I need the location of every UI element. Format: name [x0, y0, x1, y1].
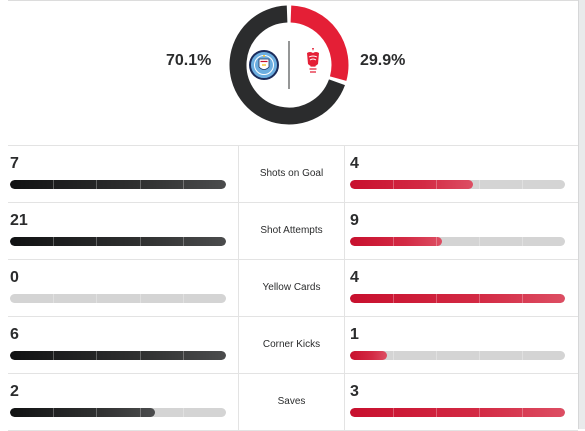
stat-row: 0 Yellow Cards 4 [8, 259, 578, 316]
bar-segment-divider [182, 237, 184, 246]
home-stat-value: 7 [10, 155, 19, 172]
bar-segment-divider [53, 180, 55, 189]
away-stat-value: 4 [350, 155, 359, 172]
bar-segment-divider [139, 180, 141, 189]
away-stat-value: 4 [350, 269, 359, 286]
home-stat-bar-fill [10, 237, 226, 246]
stat-label-text: Shot Attempts [260, 225, 323, 236]
stat-row: 6 Corner Kicks 1 [8, 316, 578, 373]
home-stat-bar [10, 180, 226, 189]
stat-label: Yellow Cards [238, 259, 345, 316]
home-stat-bar [10, 294, 226, 303]
bar-segment-divider [139, 351, 141, 360]
bar-segment-divider [479, 408, 480, 417]
scrollbar-track[interactable] [579, 0, 585, 429]
bar-segment-divider [522, 294, 523, 303]
bar-segment-divider [182, 294, 184, 303]
bar-segment-divider [96, 351, 98, 360]
away-stat-value: 9 [350, 212, 359, 229]
bar-segment-divider [393, 180, 394, 189]
bar-segment-divider [53, 294, 55, 303]
manchester-city-crest-icon [249, 50, 279, 80]
bar-segment-divider [393, 408, 394, 417]
away-stat-bar-fill [350, 294, 565, 303]
possession-donut-chart [229, 5, 349, 125]
bar-segment-divider [96, 237, 98, 246]
bar-segment-divider [436, 294, 437, 303]
bar-segment-divider [479, 237, 480, 246]
home-possession-value: 70.1% [166, 52, 212, 69]
away-possession-arc [290, 5, 349, 81]
bar-segment-divider [436, 237, 437, 246]
bar-segment-divider [96, 180, 98, 189]
bar-segment-divider [139, 408, 141, 417]
bar-segment-divider [182, 351, 184, 360]
bar-segment-divider [96, 294, 98, 303]
bar-segment-divider [53, 237, 55, 246]
bar-segment-divider [393, 351, 394, 360]
match-stats-table: 7 Shots on Goal 4 21 Shot Attempts 9 0 Yellow C… [8, 145, 578, 431]
bar-segment-divider [479, 294, 480, 303]
bar-segment-divider [53, 408, 55, 417]
scrollbar-edge [578, 0, 579, 429]
bar-segment-divider [139, 294, 141, 303]
home-possession-arc [229, 5, 345, 125]
bar-segment-divider [393, 237, 394, 246]
possession-panel: 70.1% 29.9% [0, 0, 578, 135]
bar-segment-divider [479, 180, 480, 189]
bar-segment-divider [53, 351, 55, 360]
bar-segment-divider [393, 294, 394, 303]
stat-label: Saves [238, 373, 345, 430]
bar-segment-divider [522, 408, 523, 417]
bar-segment-divider [139, 237, 141, 246]
top-divider [8, 0, 578, 1]
away-stat-value: 3 [350, 383, 359, 400]
bar-segment-divider [479, 351, 480, 360]
bar-segment-divider [436, 408, 437, 417]
home-stat-value: 21 [10, 212, 28, 229]
stat-label: Shots on Goal [238, 145, 345, 202]
home-stat-bar [10, 351, 226, 360]
home-stat-bar-fill [10, 180, 226, 189]
home-stat-value: 2 [10, 383, 19, 400]
home-stat-bar-fill [10, 408, 155, 417]
bar-segment-divider [96, 408, 98, 417]
bar-segment-divider [182, 408, 184, 417]
bar-segment-divider [522, 351, 523, 360]
away-stat-bar [350, 294, 565, 303]
stat-row: 7 Shots on Goal 4 [8, 145, 578, 202]
stat-row: 21 Shot Attempts 9 [8, 202, 578, 259]
away-stat-bar [350, 237, 565, 246]
home-stat-value: 0 [10, 269, 19, 286]
away-possession-value: 29.9% [360, 52, 406, 69]
home-stat-bar [10, 408, 226, 417]
away-stat-bar [350, 408, 565, 417]
stat-label: Corner Kicks [238, 316, 345, 373]
away-stat-bar-fill [350, 408, 565, 417]
away-stat-bar [350, 180, 565, 189]
home-stat-bar [10, 237, 226, 246]
stat-row: 2 Saves 3 [8, 373, 578, 431]
home-stat-bar-fill [10, 351, 226, 360]
away-stat-bar-fill [350, 351, 387, 360]
bar-segment-divider [436, 180, 437, 189]
bar-segment-divider [522, 237, 523, 246]
nottingham-forest-crest-icon [307, 48, 319, 73]
stat-label: Shot Attempts [238, 202, 345, 259]
away-stat-value: 1 [350, 326, 359, 343]
stat-label-text: Yellow Cards [262, 282, 321, 293]
stat-label-text: Saves [277, 396, 306, 407]
bar-segment-divider [522, 180, 523, 189]
away-stat-bar-fill [350, 237, 443, 246]
stat-label-text: Shots on Goal [259, 168, 324, 179]
home-stat-value: 6 [10, 326, 19, 343]
away-stat-bar-fill [350, 180, 473, 189]
away-stat-bar [350, 351, 565, 360]
bar-segment-divider [182, 180, 184, 189]
bar-segment-divider [436, 351, 437, 360]
stat-label-text: Corner Kicks [262, 339, 321, 350]
